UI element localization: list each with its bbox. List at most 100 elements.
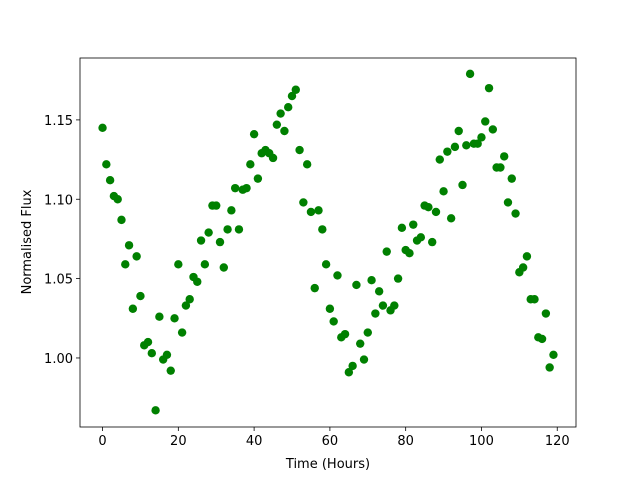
point — [302, 160, 312, 169]
point — [409, 220, 418, 229]
point — [329, 317, 338, 326]
point — [193, 277, 202, 286]
point — [136, 291, 145, 301]
point — [162, 350, 172, 359]
point — [318, 225, 327, 234]
point — [541, 309, 551, 318]
point — [431, 207, 441, 217]
point — [124, 241, 134, 250]
y-tick-label: 1.15 — [44, 114, 73, 129]
point — [439, 187, 448, 196]
point — [212, 201, 221, 210]
point — [223, 225, 232, 234]
point — [484, 83, 494, 93]
point — [113, 195, 122, 204]
point — [462, 141, 471, 150]
point — [227, 206, 236, 215]
point — [230, 183, 240, 193]
point — [174, 260, 183, 269]
point — [446, 214, 456, 223]
y-tick-label: 1.05 — [44, 273, 73, 288]
point — [473, 139, 482, 148]
point — [117, 215, 126, 225]
point — [393, 274, 403, 283]
x-tick-label: 0 — [98, 434, 106, 449]
point — [314, 206, 323, 215]
point — [518, 263, 528, 272]
x-tick-label: 100 — [469, 434, 494, 449]
point — [215, 237, 225, 247]
point — [378, 301, 388, 310]
point — [105, 176, 115, 185]
point — [397, 223, 407, 233]
point — [147, 349, 157, 358]
plot-frame — [79, 57, 577, 428]
x-tick-label: 20 — [170, 434, 187, 449]
point — [132, 252, 141, 261]
point — [537, 334, 547, 344]
point — [143, 337, 153, 347]
point — [371, 309, 380, 318]
point — [102, 160, 111, 169]
point — [465, 69, 475, 79]
point — [253, 174, 263, 183]
point — [299, 198, 308, 207]
point — [280, 126, 289, 136]
point — [246, 160, 255, 169]
point — [477, 133, 486, 142]
point — [276, 109, 285, 118]
point — [310, 283, 319, 293]
x-axis-label: Time (Hours) — [285, 457, 370, 472]
x-tick-label: 80 — [397, 434, 414, 449]
point — [170, 314, 179, 323]
point — [428, 237, 437, 247]
x-tick-label: 40 — [246, 434, 263, 449]
point — [374, 287, 384, 296]
y-axis-label: Normalised Flux — [20, 189, 35, 294]
point — [443, 147, 452, 156]
point — [522, 252, 532, 261]
point — [530, 295, 539, 304]
point — [185, 295, 194, 304]
y-tick-label: 1.00 — [44, 352, 73, 367]
point — [344, 368, 354, 377]
x-tick-label: 120 — [545, 434, 570, 449]
point — [200, 260, 210, 269]
point — [284, 103, 293, 112]
point — [481, 117, 490, 126]
point — [249, 129, 259, 139]
point — [234, 225, 244, 234]
point — [340, 329, 350, 339]
point — [488, 125, 498, 134]
y-tick-label: 1.10 — [44, 193, 73, 208]
point — [325, 304, 335, 313]
point — [435, 155, 444, 164]
point — [272, 120, 282, 129]
point — [128, 304, 138, 313]
point — [450, 142, 460, 152]
point — [196, 236, 206, 245]
x-tick-label: 60 — [322, 434, 339, 449]
point — [295, 145, 304, 155]
point — [166, 366, 175, 375]
point — [306, 207, 316, 217]
point — [454, 126, 463, 136]
point — [499, 152, 509, 161]
point — [291, 85, 300, 94]
point — [405, 249, 414, 258]
point — [511, 209, 520, 218]
point — [268, 153, 278, 163]
point — [367, 275, 376, 285]
point — [321, 260, 331, 269]
point — [458, 180, 467, 190]
point — [352, 280, 361, 290]
point — [98, 123, 107, 133]
point — [181, 301, 191, 310]
point — [390, 301, 399, 310]
point — [204, 228, 213, 237]
point — [507, 174, 516, 183]
point — [121, 260, 130, 269]
point — [359, 355, 369, 364]
